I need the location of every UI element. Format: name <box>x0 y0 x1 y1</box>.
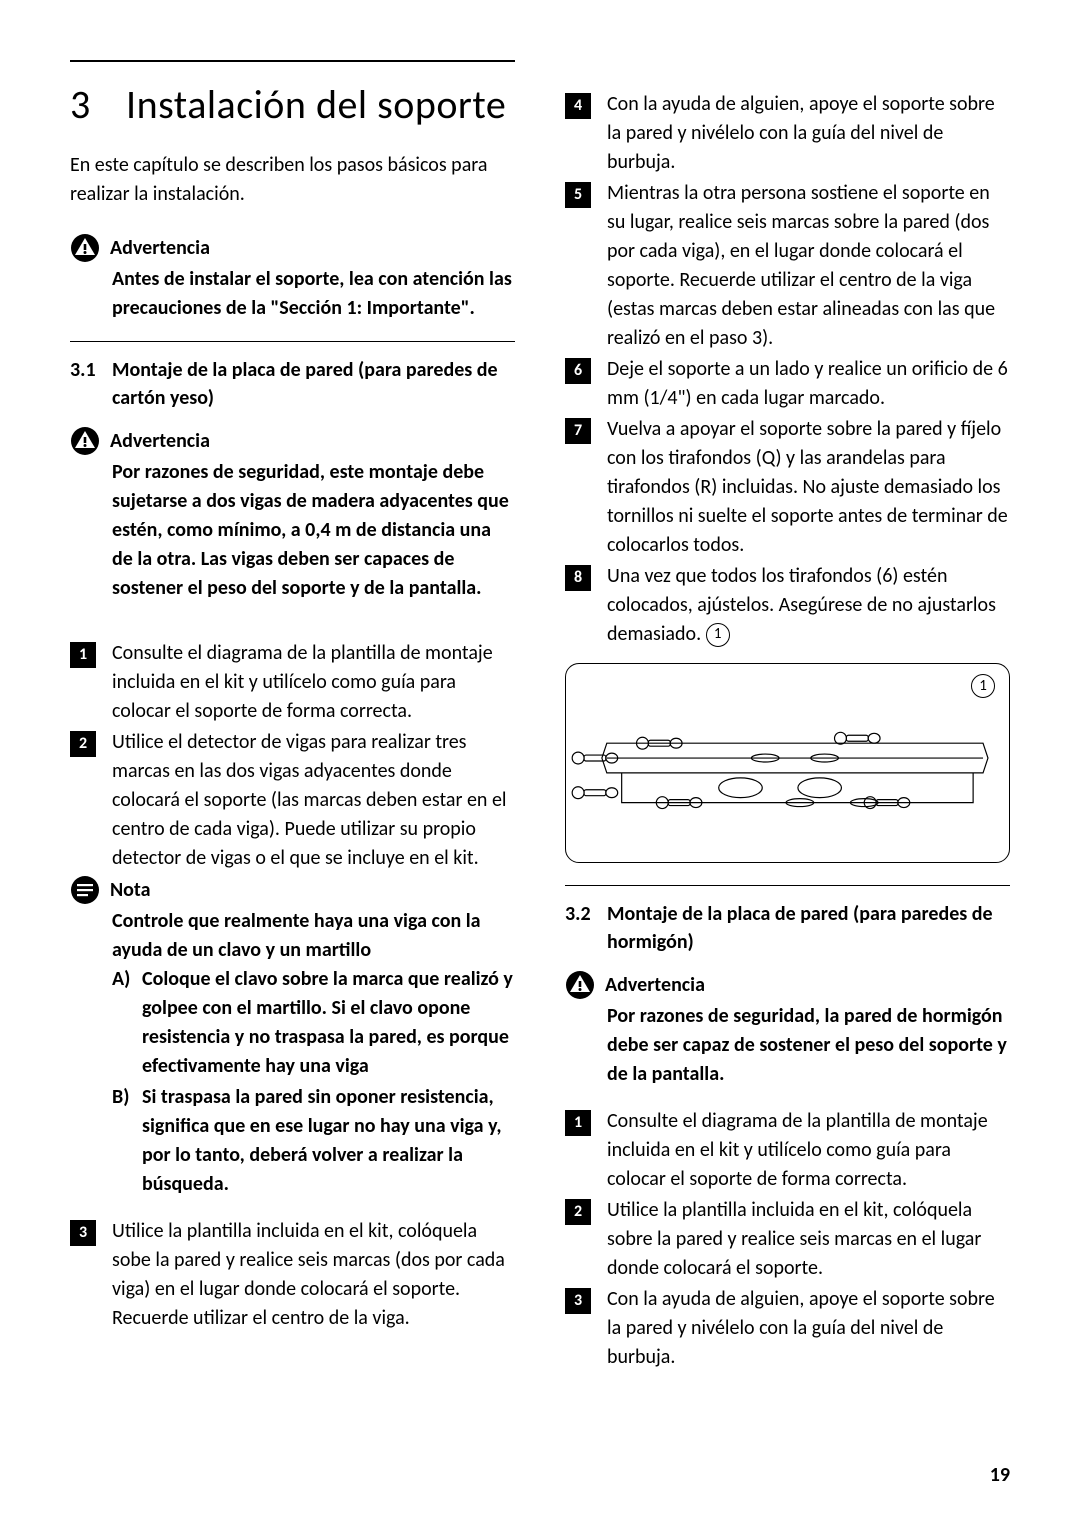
section-number: 3.2 <box>565 900 607 956</box>
section-3.2-heading: 3.2 Montaje de la placa de pared (para p… <box>565 900 1010 956</box>
step-text: Deje el soporte a un lado y realice un o… <box>607 355 1010 413</box>
step-number-badge: 8 <box>565 565 591 591</box>
step-32-1: 1 Consulte el diagrama de la plantilla d… <box>565 1107 1010 1194</box>
section-rule-32 <box>565 885 1010 886</box>
warning-body: Antes de instalar el soporte, lea con at… <box>70 265 515 323</box>
step-number-badge: 6 <box>565 358 591 384</box>
note-header: Nota <box>70 875 515 905</box>
step-32-2: 2 Utilice la plantilla incluida en el ki… <box>565 1196 1010 1283</box>
warning-2: Advertencia Por razones de seguridad, es… <box>70 426 515 603</box>
figure-ref-circle: 1 <box>971 674 995 698</box>
note-body: Controle que realmente haya una viga con… <box>70 907 515 965</box>
step-1: 1 Consulte el diagrama de la plantilla d… <box>70 639 515 726</box>
step-number-badge: 2 <box>565 1199 591 1225</box>
step-text: Con la ayuda de alguien, apoye el soport… <box>607 1285 1010 1372</box>
figure-1: 1 <box>565 663 1010 863</box>
chapter-title-text: Instalación del soporte <box>126 80 506 129</box>
section-title: Montaje de la placa de pared (para pared… <box>112 356 515 412</box>
step-5: 5 Mientras la otra persona sostiene el s… <box>565 179 1010 353</box>
warning-1: Advertencia Antes de instalar el soporte… <box>70 233 515 323</box>
step-number-badge: 4 <box>565 93 591 119</box>
step-number-badge: 3 <box>565 1288 591 1314</box>
step-7: 7 Vuelva a apoyar el soporte sobre la pa… <box>565 415 1010 560</box>
step-number-badge: 5 <box>565 182 591 208</box>
note-item-label: B) <box>112 1083 142 1199</box>
warning-icon <box>565 970 595 1000</box>
note-item-a: A) Coloque el clavo sobre la marca que r… <box>112 965 515 1081</box>
step-2: 2 Utilice el detector de vigas para real… <box>70 728 515 873</box>
warning-header: Advertencia <box>70 233 515 263</box>
step-number-badge: 2 <box>70 731 96 757</box>
warning-body: Por razones de seguridad, la pared de ho… <box>565 1002 1010 1089</box>
warning-header: Advertencia <box>70 426 515 456</box>
chapter-number: 3 <box>70 80 126 129</box>
note-item-text: Si traspasa la pared sin oponer resisten… <box>142 1083 515 1199</box>
page-columns: 3Instalación del soporte En este capítul… <box>70 60 1010 1374</box>
step-8-text: Una vez que todos los tirafondos (6) est… <box>607 564 996 646</box>
step-6: 6 Deje el soporte a un lado y realice un… <box>565 355 1010 413</box>
top-horizontal-rule <box>70 60 515 62</box>
step-number-badge: 3 <box>70 1220 96 1246</box>
step-text: Consulte el diagrama de la plantilla de … <box>607 1107 1010 1194</box>
note-icon <box>70 875 100 905</box>
note-item-text: Coloque el clavo sobre la marca que real… <box>142 965 515 1081</box>
step-32-3: 3 Con la ayuda de alguien, apoye el sopo… <box>565 1285 1010 1372</box>
warning-label: Advertencia <box>605 973 705 997</box>
step-number-badge: 1 <box>70 642 96 668</box>
step-text: Utilice la plantilla incluida en el kit,… <box>607 1196 1010 1283</box>
step-text: Utilice la plantilla incluida en el kit,… <box>112 1217 515 1333</box>
page-number: 19 <box>990 1463 1010 1487</box>
note-item-label: A) <box>112 965 142 1081</box>
note-label: Nota <box>110 878 151 902</box>
right-column: 4 Con la ayuda de alguien, apoye el sopo… <box>565 60 1010 1374</box>
warning-label: Advertencia <box>110 236 210 260</box>
warning-body: Por razones de seguridad, este montaje d… <box>70 458 515 603</box>
step-text: Utilice el detector de vigas para realiz… <box>112 728 515 873</box>
bracket-illustration <box>566 664 1009 862</box>
section-title: Montaje de la placa de pared (para pared… <box>607 900 1010 956</box>
step-text: Vuelva a apoyar el soporte sobre la pare… <box>607 415 1010 560</box>
note-block: Nota Controle que realmente haya una vig… <box>70 875 515 1199</box>
chapter-title: 3Instalación del soporte <box>70 80 515 129</box>
step-text: Una vez que todos los tirafondos (6) est… <box>607 562 1010 649</box>
step-4: 4 Con la ayuda de alguien, apoye el sopo… <box>565 90 1010 177</box>
section-number: 3.1 <box>70 356 112 412</box>
step-text: Consulte el diagrama de la plantilla de … <box>112 639 515 726</box>
step-number-badge: 1 <box>565 1110 591 1136</box>
note-item-b: B) Si traspasa la pared sin oponer resis… <box>112 1083 515 1199</box>
warning-3: Advertencia Por razones de seguridad, la… <box>565 970 1010 1089</box>
warning-label: Advertencia <box>110 429 210 453</box>
intro-text: En este capítulo se describen los pasos … <box>70 151 515 209</box>
figure-ref-inline: 1 <box>706 623 730 647</box>
step-3: 3 Utilice la plantilla incluida en el ki… <box>70 1217 515 1333</box>
warning-header: Advertencia <box>565 970 1010 1000</box>
step-number-badge: 7 <box>565 418 591 444</box>
section-rule-31 <box>70 341 515 342</box>
note-sublist: A) Coloque el clavo sobre la marca que r… <box>70 965 515 1199</box>
step-8: 8 Una vez que todos los tirafondos (6) e… <box>565 562 1010 649</box>
left-column: 3Instalación del soporte En este capítul… <box>70 60 515 1374</box>
step-text: Con la ayuda de alguien, apoye el soport… <box>607 90 1010 177</box>
warning-icon <box>70 426 100 456</box>
section-3.1-heading: 3.1 Montaje de la placa de pared (para p… <box>70 356 515 412</box>
step-text: Mientras la otra persona sostiene el sop… <box>607 179 1010 353</box>
warning-icon <box>70 233 100 263</box>
